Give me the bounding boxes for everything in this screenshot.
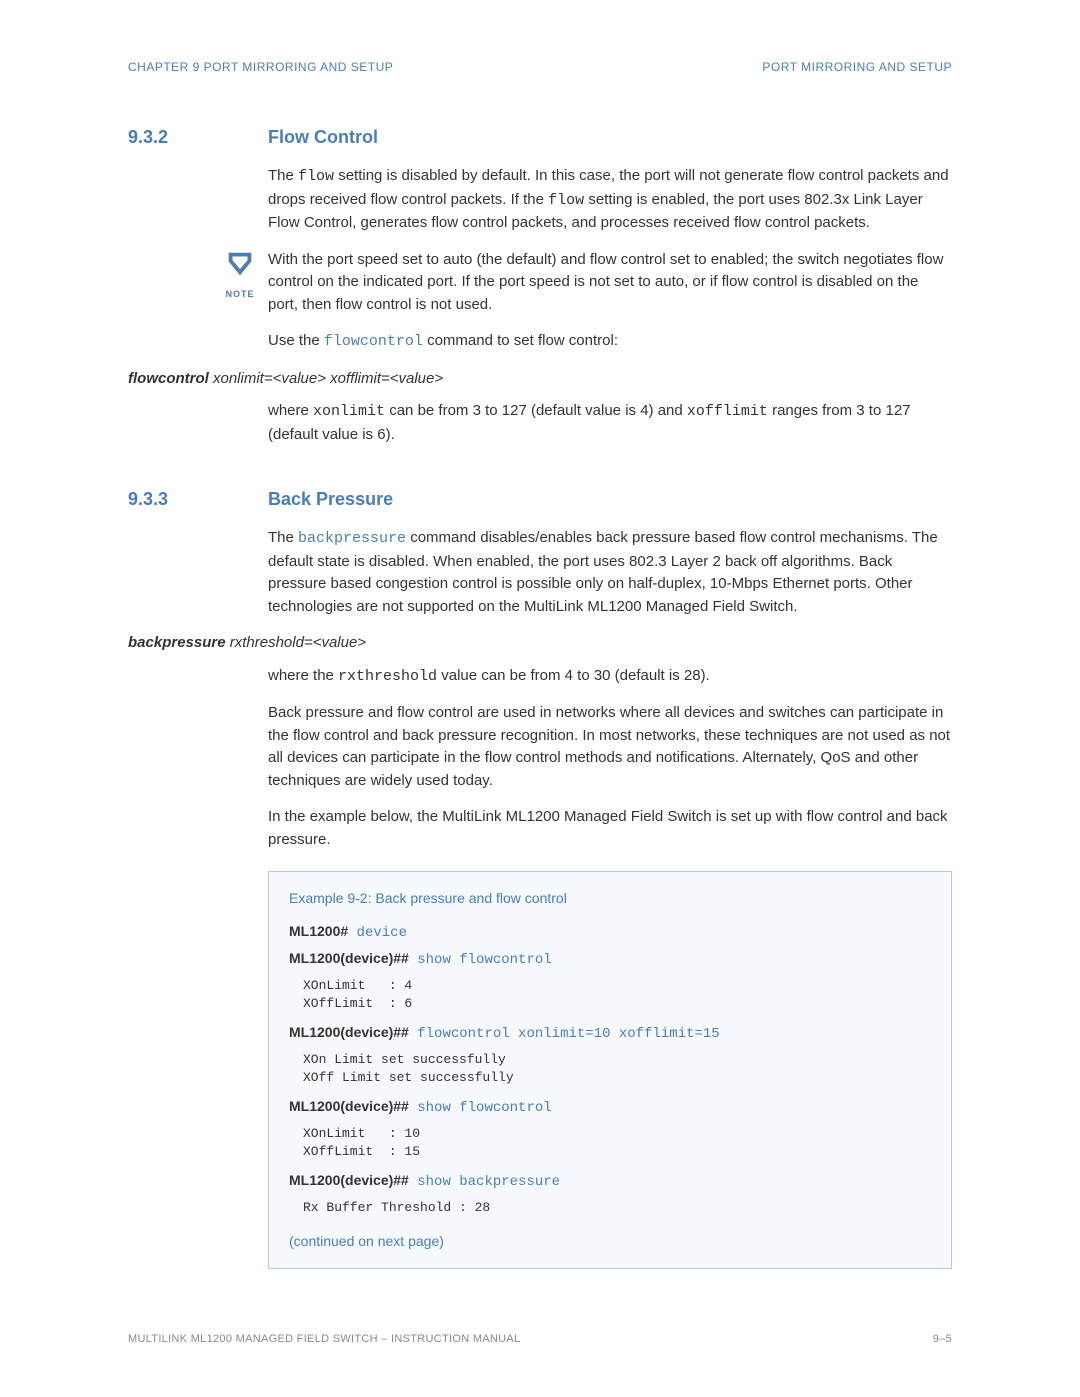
- paragraph: In the example below, the MultiLink ML12…: [268, 806, 952, 851]
- page-footer: MULTILINK ML1200 MANAGED FIELD SWITCH – …: [128, 1331, 952, 1348]
- cli-line: ML1200(device)## flowcontrol xonlimit=10…: [289, 1022, 931, 1045]
- note-label: NOTE: [212, 288, 268, 302]
- footer-left: MULTILINK ML1200 MANAGED FIELD SWITCH – …: [128, 1331, 520, 1348]
- inline-command: flowcontrol: [324, 333, 423, 350]
- inline-code: xonlimit: [313, 403, 385, 420]
- cli-output: Rx Buffer Threshold : 28: [303, 1199, 931, 1217]
- continued-note: (continued on next page): [289, 1231, 931, 1252]
- cli-line: ML1200(device)## show flowcontrol: [289, 948, 931, 971]
- section-title: Back Pressure: [268, 486, 393, 513]
- inline-code: xofflimit: [687, 403, 768, 420]
- note-block: NOTE With the port speed set to auto (th…: [128, 249, 952, 317]
- section-heading-flow-control: 9.3.2 Flow Control: [128, 124, 952, 151]
- inline-code: flow: [298, 168, 334, 185]
- page-header: CHAPTER 9 PORT MIRRORING AND SETUP PORT …: [128, 58, 952, 76]
- paragraph: The flow setting is disabled by default.…: [268, 165, 952, 235]
- cli-output: XOn Limit set successfully XOff Limit se…: [303, 1051, 931, 1086]
- example-box: Example 9-2: Back pressure and flow cont…: [268, 871, 952, 1269]
- syntax-line: flowcontrol xonlimit=<value> xofflimit=<…: [128, 368, 952, 391]
- cli-line: ML1200(device)## show flowcontrol: [289, 1096, 931, 1119]
- section-number: 9.3.3: [128, 486, 268, 513]
- paragraph: The backpressure command disables/enable…: [268, 527, 952, 618]
- cli-line: ML1200(device)## show backpressure: [289, 1170, 931, 1193]
- paragraph: where xonlimit can be from 3 to 127 (def…: [268, 400, 952, 446]
- section-number: 9.3.2: [128, 124, 268, 151]
- page-container: CHAPTER 9 PORT MIRRORING AND SETUP PORT …: [0, 0, 1080, 1319]
- cli-output: XOnLimit : 10 XOffLimit : 15: [303, 1125, 931, 1160]
- note-text: With the port speed set to auto (the def…: [268, 249, 952, 317]
- inline-command: backpressure: [298, 530, 406, 547]
- section-title: Flow Control: [268, 124, 378, 151]
- cli-line: ML1200# device: [289, 921, 931, 944]
- inline-code: rxthreshold: [338, 668, 437, 685]
- cli-output: XOnLimit : 4 XOffLimit : 6: [303, 977, 931, 1012]
- inline-code: flow: [548, 192, 584, 209]
- example-caption: Example 9-2: Back pressure and flow cont…: [289, 888, 931, 909]
- header-left: CHAPTER 9 PORT MIRRORING AND SETUP: [128, 58, 393, 76]
- paragraph: Use the flowcontrol command to set flow …: [268, 330, 952, 354]
- footer-right: 9–5: [933, 1331, 952, 1348]
- paragraph: where the rxthreshold value can be from …: [268, 665, 952, 689]
- header-right: PORT MIRRORING AND SETUP: [762, 58, 952, 76]
- paragraph: Back pressure and flow control are used …: [268, 702, 952, 792]
- note-icon: NOTE: [212, 249, 268, 302]
- section-heading-back-pressure: 9.3.3 Back Pressure: [128, 486, 952, 513]
- syntax-line: backpressure rxthreshold=<value>: [128, 632, 952, 655]
